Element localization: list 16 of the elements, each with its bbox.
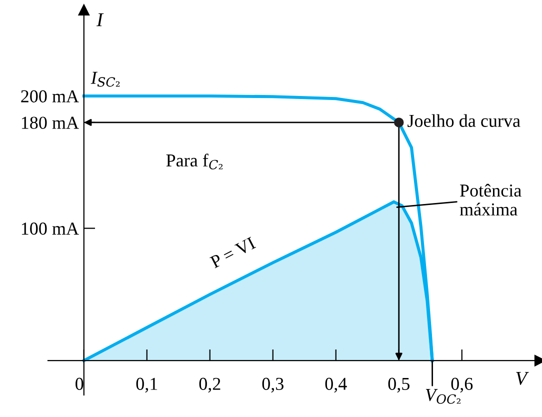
x-tick-label: 0,5 xyxy=(388,378,410,393)
y-tick-label: 200 mA xyxy=(21,90,79,102)
x-tick-label: 0,4 xyxy=(325,378,347,393)
x-tick-label: 0 xyxy=(76,378,84,390)
annotation: Para f$_{C₂}$ xyxy=(166,154,223,170)
annotation: I$_{SC₂}$ xyxy=(90,72,120,87)
annotation: Joelho da curva xyxy=(408,114,520,127)
annotation: P = VI xyxy=(210,236,256,269)
x-tick-label: 0,1 xyxy=(136,378,158,393)
y-tick-label: 180 mA xyxy=(22,116,79,129)
y-axis-title: I xyxy=(96,13,104,26)
y-tick-label: 100 mA xyxy=(22,222,79,235)
annotation: Potência máxima xyxy=(460,184,522,216)
x-tick-label: 0,2 xyxy=(199,378,220,393)
x-tick-label: 0,3 xyxy=(262,378,284,393)
x-axis-title: V xyxy=(516,372,529,385)
